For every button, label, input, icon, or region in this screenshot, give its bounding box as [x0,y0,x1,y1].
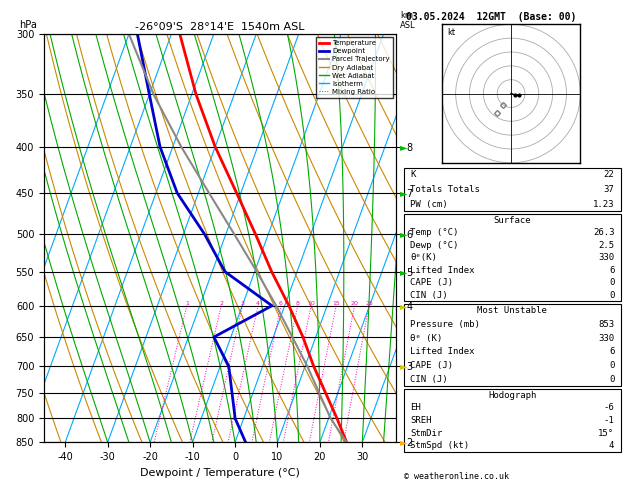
Text: 25: 25 [365,301,373,306]
Text: Hodograph: Hodograph [488,391,537,399]
Text: CIN (J): CIN (J) [410,375,448,384]
Text: 853: 853 [598,320,615,329]
X-axis label: Dewpoint / Temperature (°C): Dewpoint / Temperature (°C) [140,468,300,478]
Text: 330: 330 [598,253,615,262]
Text: 26.3: 26.3 [593,228,615,237]
Text: 4: 4 [609,441,615,450]
Text: kt: kt [447,28,455,37]
Text: Lifted Index: Lifted Index [410,265,475,275]
Text: Totals Totals: Totals Totals [410,185,480,194]
Text: 0: 0 [609,375,615,384]
Text: 3: 3 [240,301,245,306]
Text: 330: 330 [598,334,615,343]
Text: K: K [410,171,416,179]
Text: Lifted Index: Lifted Index [410,347,475,356]
Text: 6: 6 [279,301,283,306]
Text: Pressure (mb): Pressure (mb) [410,320,480,329]
Text: 10: 10 [307,301,315,306]
Text: 2: 2 [220,301,223,306]
Text: -6: -6 [604,403,615,412]
Text: 8: 8 [296,301,299,306]
Text: PW (cm): PW (cm) [410,200,448,208]
Text: ►: ► [400,188,408,198]
Text: 37: 37 [604,185,615,194]
Text: 0: 0 [609,361,615,370]
Text: Surface: Surface [494,216,531,225]
Text: © weatheronline.co.uk: © weatheronline.co.uk [404,472,509,481]
Text: -1: -1 [604,416,615,425]
Text: 6: 6 [609,265,615,275]
Text: SREH: SREH [410,416,432,425]
Legend: Temperature, Dewpoint, Parcel Trajectory, Dry Adiabat, Wet Adiabat, Isotherm, Mi: Temperature, Dewpoint, Parcel Trajectory… [316,37,392,98]
Text: 6: 6 [609,347,615,356]
Text: 1.23: 1.23 [593,200,615,208]
Text: CAPE (J): CAPE (J) [410,361,454,370]
Text: StmDir: StmDir [410,429,443,437]
Text: 15°: 15° [598,429,615,437]
Text: 1: 1 [185,301,189,306]
Text: 20: 20 [350,301,359,306]
Text: hPa: hPa [19,20,37,30]
Text: ►: ► [400,437,408,447]
Text: 4: 4 [256,301,260,306]
Text: Most Unstable: Most Unstable [477,306,547,315]
Title: -26°09'S  28°14'E  1540m ASL: -26°09'S 28°14'E 1540m ASL [135,22,305,32]
Text: ►: ► [400,142,408,152]
Text: ►: ► [400,229,408,239]
Text: km
ASL: km ASL [400,11,415,30]
Text: ►: ► [400,361,408,371]
Text: CIN (J): CIN (J) [410,291,448,299]
Text: ►: ► [400,301,408,311]
Text: Dewp (°C): Dewp (°C) [410,241,459,250]
Text: EH: EH [410,403,421,412]
Text: 2.5: 2.5 [598,241,615,250]
Text: ►: ► [400,267,408,277]
Text: 03.05.2024  12GMT  (Base: 00): 03.05.2024 12GMT (Base: 00) [406,12,576,22]
Text: 0: 0 [609,291,615,299]
Text: Temp (°C): Temp (°C) [410,228,459,237]
Text: θᵉ (K): θᵉ (K) [410,334,443,343]
Text: θᵉ(K): θᵉ(K) [410,253,437,262]
Text: 0: 0 [609,278,615,287]
Text: 22: 22 [604,171,615,179]
Text: 15: 15 [332,301,340,306]
Text: CAPE (J): CAPE (J) [410,278,454,287]
Text: StmSpd (kt): StmSpd (kt) [410,441,469,450]
